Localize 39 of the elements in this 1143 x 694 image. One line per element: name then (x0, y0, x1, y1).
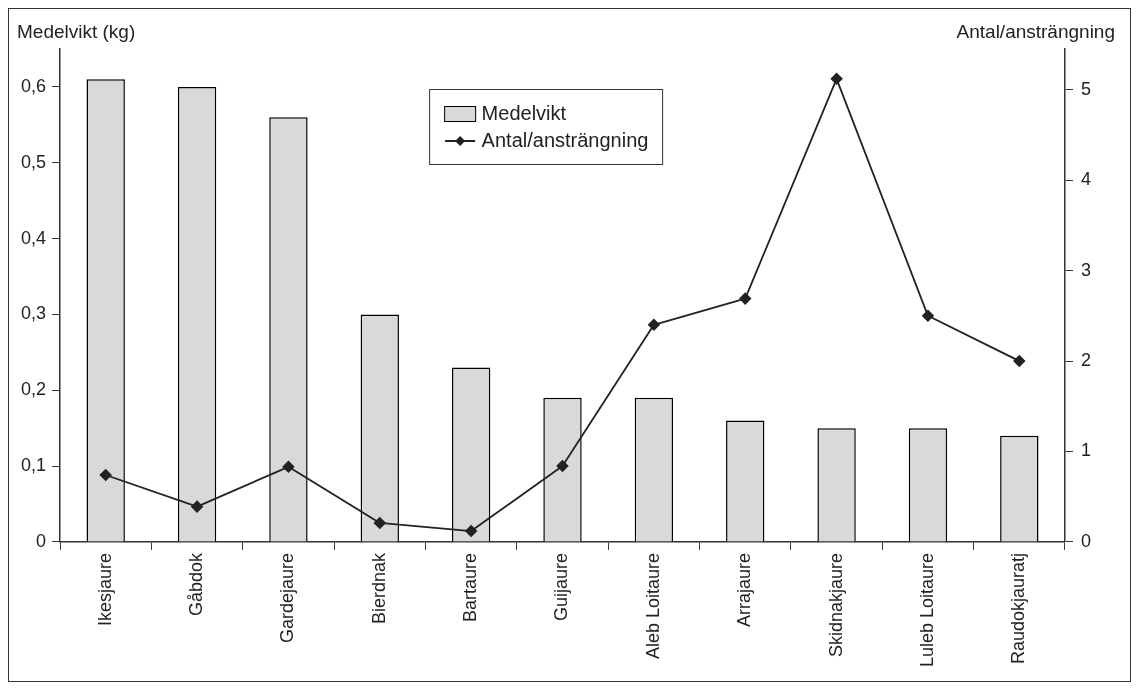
y2-axis-title: Antal/ansträngning (956, 20, 1115, 42)
y2-tick-label: 3 (1080, 259, 1091, 280)
y2-tick-label: 1 (1080, 440, 1091, 461)
point (830, 72, 843, 85)
y2-tick-label: 2 (1080, 349, 1091, 370)
x-tick-label: Skidnakjaure (825, 552, 846, 657)
x-tick-label: Raudokjauratj (1008, 552, 1029, 664)
y-tick-label: 0,3 (20, 303, 47, 324)
x-tick-label: Gåbdok (186, 551, 207, 616)
point (556, 460, 569, 472)
y2-tick-label: 0 (1080, 530, 1091, 551)
point (465, 525, 478, 537)
x-tick-label: Ikesjaure (94, 552, 115, 626)
point (191, 500, 203, 513)
point (922, 309, 934, 322)
y-tick-label: 0,4 (20, 227, 47, 248)
point (1013, 355, 1026, 367)
y-tick-label: 0,5 (20, 151, 47, 172)
point (739, 292, 752, 305)
x-tick-label: Bartaure (460, 552, 481, 622)
y-tick-label: 0,1 (20, 455, 47, 476)
y-tick-label: 0 (36, 530, 47, 551)
y-tick-label: 0,6 (20, 75, 47, 96)
point (282, 460, 295, 473)
x-tick-label: Gardejaure (277, 552, 298, 643)
x-tick-label: Bierdnak (368, 551, 389, 624)
point (647, 318, 660, 331)
point (99, 469, 112, 481)
y-tick-label: 0,2 (20, 379, 47, 400)
x-tick-label: Luleb Loitaure (916, 552, 937, 667)
point (373, 517, 386, 529)
x-tick-label: Arrajaure (734, 552, 755, 627)
x-tick-label: Guijaure (551, 552, 572, 621)
y-axis-title: Medelvikt (kg) (17, 20, 136, 42)
x-tick-label: Aleb Loitaure (642, 552, 663, 659)
y2-tick-label: 4 (1080, 169, 1091, 190)
legend-label: Medelvikt (481, 102, 567, 125)
y2-tick-label: 5 (1080, 78, 1091, 99)
legend-label: Antal/ansträngning (481, 129, 649, 152)
